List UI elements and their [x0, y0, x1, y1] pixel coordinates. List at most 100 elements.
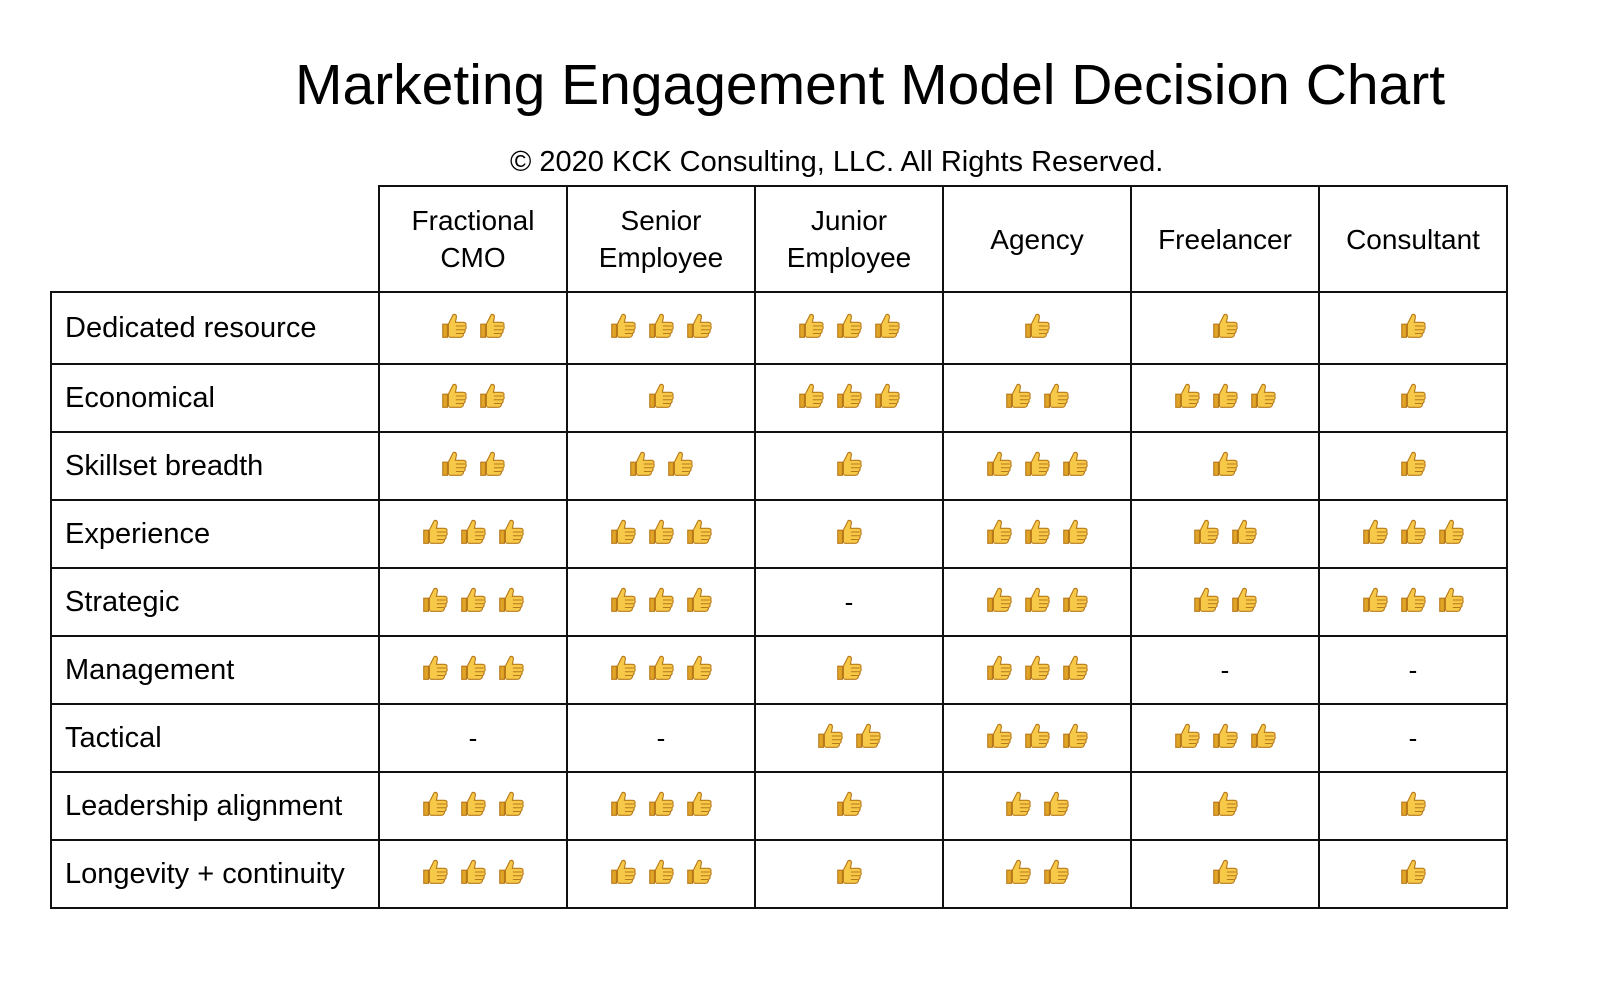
- column-header-consultant: Consultant: [1318, 185, 1508, 293]
- thumbs-up-icon: [834, 311, 864, 341]
- thumbs-up-icon: [1022, 311, 1052, 341]
- column-header-line: Employee: [786, 242, 912, 273]
- thumbs-up-icon: [984, 449, 1014, 479]
- thumbs-up-icon: [1248, 381, 1278, 411]
- thumbs-up-icon: [684, 653, 714, 683]
- thumbs-up-icon: [872, 381, 902, 411]
- table-row: Economical: [50, 363, 1508, 433]
- rating-group: -: [657, 723, 666, 753]
- thumbs-up-icon: [627, 449, 657, 479]
- thumbs-up-icon: [834, 789, 864, 819]
- rating-group: [984, 517, 1090, 547]
- no-rating-dash: -: [656, 723, 666, 753]
- thumbs-up-icon: [1172, 381, 1202, 411]
- rating-cell: [1130, 771, 1320, 841]
- thumbs-up-icon: [646, 311, 676, 341]
- row-label: Tactical: [50, 703, 380, 773]
- column-header-line: Consultant: [1346, 223, 1480, 255]
- thumbs-up-icon: [1022, 721, 1052, 751]
- rating-cell: [378, 635, 568, 705]
- thumbs-up-icon: [796, 311, 826, 341]
- rating-cell: [378, 499, 568, 569]
- thumbs-up-icon: [496, 653, 526, 683]
- thumbs-up-icon: [984, 721, 1014, 751]
- rating-cell: [1318, 771, 1508, 841]
- thumbs-up-icon: [1360, 585, 1390, 615]
- rating-cell: [566, 499, 756, 569]
- thumbs-up-icon: [420, 653, 450, 683]
- rating-cell: [754, 363, 944, 433]
- rating-group: [1003, 789, 1071, 819]
- no-rating-dash: -: [1220, 655, 1230, 685]
- rating-group: [1398, 381, 1428, 411]
- thumbs-up-icon: [834, 449, 864, 479]
- thumbs-up-icon: [420, 517, 450, 547]
- thumbs-up-icon: [984, 517, 1014, 547]
- thumbs-up-icon: [665, 449, 695, 479]
- column-header-freelancer: Freelancer: [1130, 185, 1320, 293]
- thumbs-up-icon: [684, 585, 714, 615]
- thumbs-up-icon: [420, 789, 450, 819]
- rating-cell: [378, 431, 568, 501]
- rating-cell: [378, 567, 568, 637]
- rating-cell: [1318, 839, 1508, 909]
- rating-group: -: [1409, 655, 1418, 685]
- table-row: Management - -: [50, 635, 1508, 705]
- rating-group: [1172, 721, 1278, 751]
- thumbs-up-icon: [458, 517, 488, 547]
- column-header-line: CMO: [440, 242, 506, 273]
- thumbs-up-icon: [1248, 721, 1278, 751]
- thumbs-up-icon: [853, 721, 883, 751]
- rating-cell: [754, 499, 944, 569]
- thumbs-up-icon: [608, 857, 638, 887]
- thumbs-up-icon: [684, 789, 714, 819]
- thumbs-up-icon: [1022, 517, 1052, 547]
- rating-cell: [1130, 567, 1320, 637]
- rating-group: [984, 449, 1090, 479]
- rating-cell: [942, 567, 1132, 637]
- thumbs-up-icon: [1398, 381, 1428, 411]
- rating-cell: [942, 363, 1132, 433]
- rating-cell: [1130, 363, 1320, 433]
- rating-cell: -: [1318, 635, 1508, 705]
- thumbs-up-icon: [646, 857, 676, 887]
- rating-group: [608, 653, 714, 683]
- rating-group: -: [469, 723, 478, 753]
- rating-cell: [1318, 499, 1508, 569]
- thumbs-up-icon: [477, 311, 507, 341]
- thumbs-up-icon: [1003, 381, 1033, 411]
- rating-cell: [1318, 363, 1508, 433]
- rating-cell: [378, 839, 568, 909]
- rating-group: [1398, 449, 1428, 479]
- rating-cell: [942, 499, 1132, 569]
- rating-group: [1398, 857, 1428, 887]
- thumbs-up-icon: [1060, 449, 1090, 479]
- rating-cell: [1130, 499, 1320, 569]
- rating-group: [420, 585, 526, 615]
- rating-group: [1003, 857, 1071, 887]
- rating-cell: [566, 431, 756, 501]
- no-rating-dash: -: [1408, 655, 1418, 685]
- rating-group: [1172, 381, 1278, 411]
- thumbs-up-icon: [1210, 721, 1240, 751]
- column-header-line: Agency: [990, 223, 1084, 255]
- page-title: Marketing Engagement Model Decision Char…: [295, 53, 1446, 117]
- column-header-agency: Agency: [942, 185, 1132, 293]
- row-label: Strategic: [50, 567, 380, 637]
- table-body: Dedicated resource Economical Skillset bre…: [50, 291, 1508, 909]
- rating-cell: -: [1130, 635, 1320, 705]
- rating-cell: [942, 291, 1132, 365]
- thumbs-up-icon: [1022, 653, 1052, 683]
- thumbs-up-icon: [1022, 449, 1052, 479]
- rating-group: [420, 653, 526, 683]
- thumbs-up-icon: [984, 653, 1014, 683]
- row-label: Skillset breadth: [50, 431, 380, 501]
- thumbs-up-icon: [1210, 789, 1240, 819]
- table-row: Experience: [50, 499, 1508, 569]
- row-label: Economical: [50, 363, 380, 433]
- rating-group: [608, 517, 714, 547]
- thumbs-up-icon: [796, 381, 826, 411]
- thumbs-up-icon: [834, 857, 864, 887]
- column-header-line: Senior: [620, 205, 702, 236]
- rating-group: [1003, 381, 1071, 411]
